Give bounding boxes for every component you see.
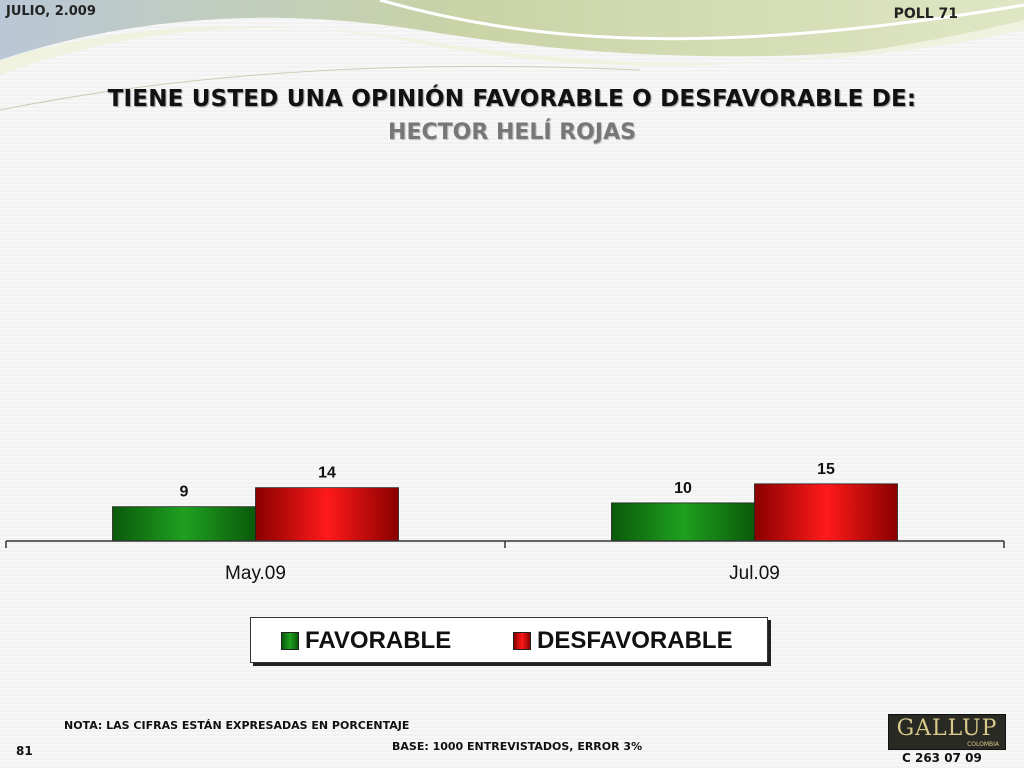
data-label-desfavorable-0: 14: [318, 465, 336, 482]
data-label-favorable-0: 9: [180, 484, 189, 501]
report-date: JULIO, 2.009: [6, 4, 96, 19]
legend-swatch-favorable: [281, 632, 299, 650]
page-number: 81: [16, 744, 33, 758]
bar-desfavorable-0: [255, 487, 399, 542]
logo-subtext: COLOMBIA: [967, 741, 999, 748]
poll-label: POLL 71: [893, 6, 958, 22]
data-label-favorable-1: 10: [674, 480, 692, 497]
logo-text: GALLUP: [896, 716, 998, 741]
header-swoosh-decoration: [0, 0, 1024, 111]
base-note: BASE: 1000 ENTREVISTADOS, ERROR 3%: [392, 740, 643, 753]
legend-label-favorable: FAVORABLE: [305, 627, 452, 654]
x-tick-label-1: Jul.09: [729, 563, 780, 584]
x-tick-label-0: May.09: [225, 563, 286, 584]
footnote: NOTA: LAS CIFRAS ESTÁN EXPRESADAS EN POR…: [64, 719, 410, 732]
legend-label-desfavorable: DESFAVORABLE: [537, 627, 733, 654]
legend-swatch-desfavorable: [513, 632, 531, 650]
chart-title: TIENE USTED UNA OPINIÓN FAVORABLE O DESF…: [107, 86, 917, 112]
legend-item-favorable: FAVORABLE: [281, 627, 451, 655]
data-label-desfavorable-1: 15: [817, 461, 835, 478]
document-code: C 263 07 09: [902, 751, 982, 765]
gallup-logo: GALLUP COLOMBIA: [888, 714, 1006, 750]
bar-favorable-1: [611, 502, 755, 542]
bar-desfavorable-1: [754, 483, 898, 542]
chart-legend: FAVORABLE DESFAVORABLE: [250, 617, 768, 663]
legend-item-desfavorable: DESFAVORABLE: [513, 627, 733, 655]
bar-favorable-0: [112, 506, 256, 542]
chart-subtitle: HECTOR HELÍ ROJAS: [388, 120, 636, 145]
